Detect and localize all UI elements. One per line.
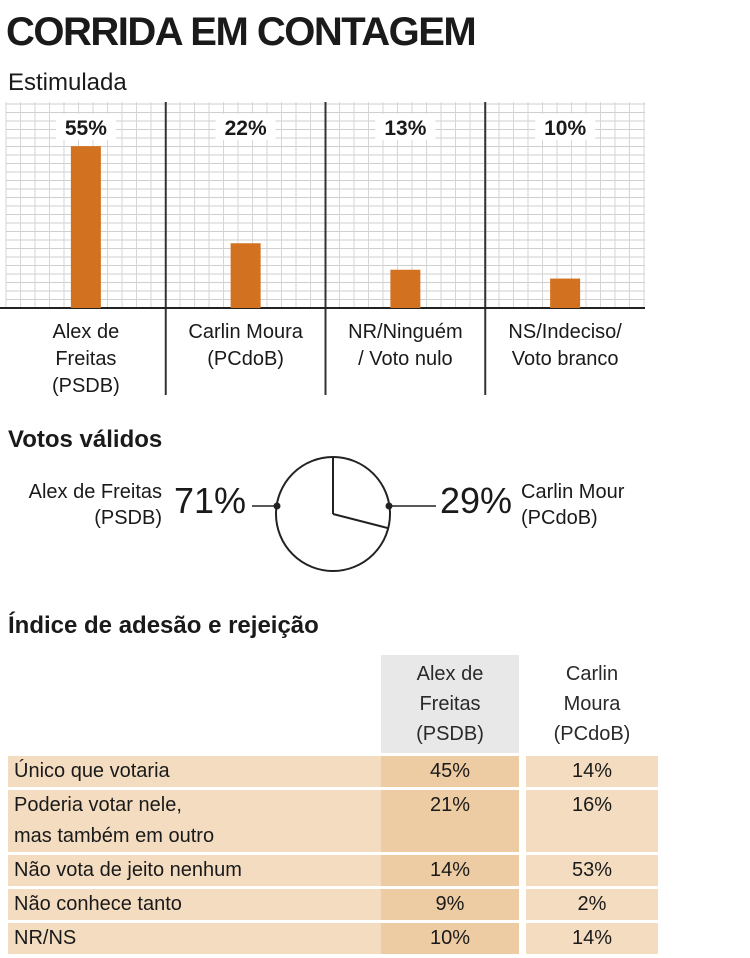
bar-value-label: 55%: [65, 117, 107, 140]
category-label: Freitas: [55, 348, 116, 370]
row-value: 14%: [526, 923, 658, 954]
table-row: Não vota de jeito nenhum 14% 53%: [8, 855, 658, 886]
value-label-bg: [535, 114, 596, 140]
row-value: 16%: [526, 790, 658, 852]
slice-label-left: Alex de Freitas: [29, 481, 162, 503]
category-label: NS/Indeciso/: [508, 321, 622, 343]
row-label: Não vota de jeito nenhum: [8, 855, 381, 886]
value-label-bg: [215, 114, 276, 140]
row-value: 14%: [526, 756, 658, 787]
adesao-heading: Índice de adesão e rejeição: [8, 612, 319, 639]
adesao-table: Alex de Freitas (PSDB) Carlin Moura (PCdoB) Ún…: [8, 652, 658, 957]
row-value: 14%: [381, 855, 519, 886]
category-label: Voto branco: [512, 348, 619, 370]
bar-group: 22% Carlin Moura (PCdoB): [188, 114, 304, 370]
header-gap: [519, 655, 526, 753]
row-value: 45%: [381, 756, 519, 787]
row-label: Único que votaria: [8, 756, 381, 787]
row-gap: [519, 756, 526, 787]
leader-dot-right: [385, 502, 393, 510]
category-label: Alex de: [53, 321, 120, 343]
bar: [550, 278, 581, 308]
value-label-bg: [55, 114, 116, 140]
row-gap: [519, 790, 526, 852]
row-gap: [519, 855, 526, 886]
bar-value-label: 22%: [225, 117, 267, 140]
table-row: Poderia votar nele, mas também em outro 21…: [8, 790, 658, 852]
row-value: 21%: [381, 790, 519, 852]
row-value: 10%: [381, 923, 519, 954]
row-label: Poderia votar nele, mas também em outro: [8, 790, 381, 852]
category-label: NR/Ninguém: [348, 321, 462, 343]
row-label: Não conhece tanto: [8, 889, 381, 920]
category-label: Carlin Moura: [188, 321, 303, 343]
table-header-row: Alex de Freitas (PSDB) Carlin Moura (PCdoB): [8, 655, 658, 753]
table-row: Único que votaria 45% 14%: [8, 756, 658, 787]
row-gap: [519, 889, 526, 920]
bar-group: 10% NS/Indeciso/Voto branco: [508, 114, 622, 370]
category-label: (PCdoB): [207, 348, 284, 370]
slice-value-right: 29%: [440, 480, 512, 521]
bar: [230, 243, 261, 308]
leader-dot-left: [273, 502, 281, 510]
table-row: NR/NS 10% 14%: [8, 923, 658, 954]
category-label: (PSDB): [52, 375, 120, 397]
column-header: Carlin Moura (PCdoB): [553, 663, 631, 745]
bar-group: 55% Alex de Freitas (PSDB): [52, 114, 120, 397]
category-label: / Voto nulo: [358, 348, 453, 370]
page-title: CORRIDA EM CONTAGEM: [6, 10, 477, 54]
column-header: Alex de Freitas (PSDB): [381, 655, 519, 753]
slice-label-right: (PCdoB): [521, 507, 598, 529]
slice-label-left: (PSDB): [94, 507, 162, 529]
valid-votes-heading: Votos válidos: [8, 426, 163, 453]
pie-slice-boundary: [332, 513, 389, 530]
row-value: 2%: [526, 889, 658, 920]
stimulated-subtitle: Estimulada: [8, 69, 127, 96]
bar-value-label: 10%: [544, 117, 586, 140]
row-gap: [519, 923, 526, 954]
bar: [390, 269, 421, 308]
pie-outline: [275, 456, 391, 572]
bar: [70, 146, 101, 308]
slice-label-right: Carlin Mour: [521, 481, 625, 503]
bar-value-label: 13%: [384, 117, 426, 140]
table-row: Não conhece tanto 9% 2%: [8, 889, 658, 920]
slice-value-left: 71%: [174, 480, 246, 521]
row-label: NR/NS: [8, 923, 381, 954]
row-value: 9%: [381, 889, 519, 920]
row-value: 53%: [526, 855, 658, 886]
header-blank: [8, 655, 381, 753]
bar-group: 13% NR/Ninguém / Voto nulo: [348, 114, 463, 370]
stimulated-bar-chart: 55% Alex de Freitas (PSDB) 22% Carlin Moura (P…: [0, 102, 645, 397]
value-label-bg: [375, 114, 436, 140]
